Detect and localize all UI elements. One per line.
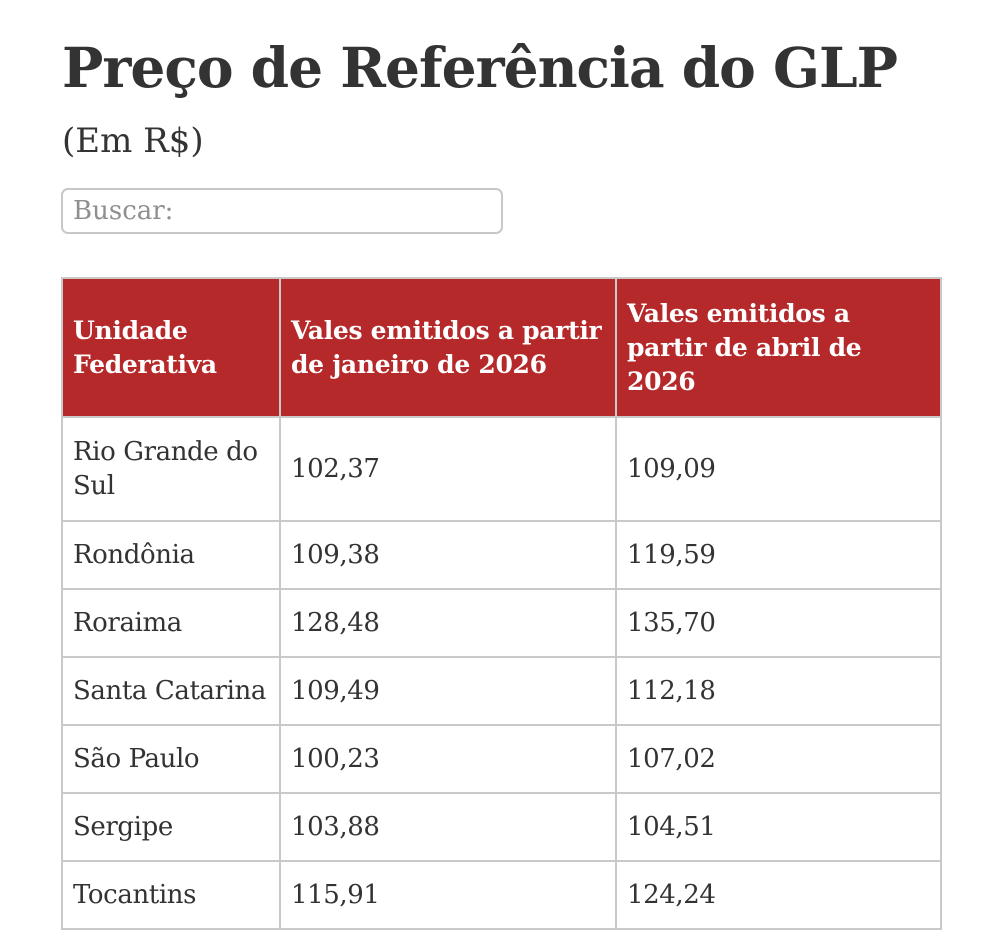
cell-uf: Roraima (61, 588, 281, 658)
cell-uf: Sergipe (61, 792, 281, 862)
search-input[interactable] (61, 188, 503, 234)
column-header-uf[interactable]: Unidade Federativa (61, 277, 281, 418)
cell-abr-2026: 119,59 (615, 520, 942, 590)
table-body: Rio Grande do Sul 102,37 109,09 Rondônia… (61, 416, 942, 930)
cell-jan-2026: 102,37 (279, 416, 617, 522)
cell-abr-2026: 104,51 (615, 792, 942, 862)
cell-uf: Rio Grande do Sul (61, 416, 281, 522)
price-table: Unidade Federativa Vales emitidos a part… (61, 277, 942, 930)
cell-uf: Santa Catarina (61, 656, 281, 726)
cell-abr-2026: 135,70 (615, 588, 942, 658)
cell-uf: São Paulo (61, 724, 281, 794)
table-row: Rio Grande do Sul 102,37 109,09 (61, 416, 942, 522)
cell-uf: Rondônia (61, 520, 281, 590)
table-header: Unidade Federativa Vales emitidos a part… (61, 277, 942, 418)
table-row: Santa Catarina 109,49 112,18 (61, 656, 942, 726)
page-title: Preço de Referência do GLP (62, 35, 898, 100)
cell-jan-2026: 109,49 (279, 656, 617, 726)
cell-abr-2026: 124,24 (615, 860, 942, 930)
table-row: São Paulo 100,23 107,02 (61, 724, 942, 794)
cell-abr-2026: 112,18 (615, 656, 942, 726)
cell-jan-2026: 100,23 (279, 724, 617, 794)
table-row: Rondônia 109,38 119,59 (61, 520, 942, 590)
cell-jan-2026: 103,88 (279, 792, 617, 862)
cell-jan-2026: 128,48 (279, 588, 617, 658)
page-subtitle: (Em R$) (62, 121, 204, 161)
cell-uf: Tocantins (61, 860, 281, 930)
table-row: Sergipe 103,88 104,51 (61, 792, 942, 862)
table-header-row: Unidade Federativa Vales emitidos a part… (61, 277, 942, 418)
column-header-abr-2026[interactable]: Vales emitidos a partir de abril de 2026 (615, 277, 942, 418)
table-row: Tocantins 115,91 124,24 (61, 860, 942, 930)
table-row: Roraima 128,48 135,70 (61, 588, 942, 658)
cell-abr-2026: 107,02 (615, 724, 942, 794)
cell-jan-2026: 109,38 (279, 520, 617, 590)
column-header-jan-2026[interactable]: Vales emitidos a partir de janeiro de 20… (279, 277, 617, 418)
cell-jan-2026: 115,91 (279, 860, 617, 930)
cell-abr-2026: 109,09 (615, 416, 942, 522)
